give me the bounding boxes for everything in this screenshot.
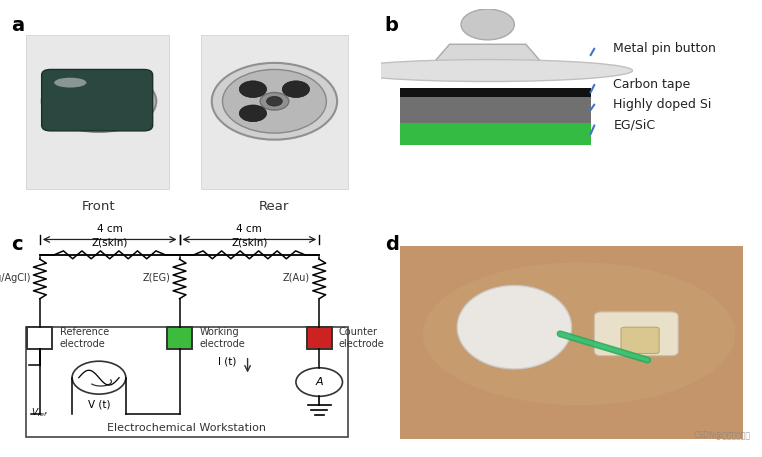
Text: A: A (315, 377, 323, 387)
Text: b: b (385, 16, 399, 35)
Ellipse shape (457, 286, 572, 369)
Bar (400, 88, 591, 97)
Bar (306, 327, 331, 349)
Text: c: c (11, 235, 23, 254)
Text: Rear: Rear (259, 200, 290, 213)
Text: 4 cm: 4 cm (236, 224, 262, 234)
FancyBboxPatch shape (400, 246, 743, 439)
Text: Reference
electrode: Reference electrode (59, 327, 109, 349)
FancyBboxPatch shape (26, 327, 347, 437)
Circle shape (239, 105, 267, 122)
FancyBboxPatch shape (42, 69, 152, 131)
Text: $V_{ref}$: $V_{ref}$ (31, 407, 49, 419)
Text: Carbon tape: Carbon tape (613, 78, 690, 91)
Ellipse shape (423, 262, 735, 405)
Text: 4 cm: 4 cm (97, 224, 123, 234)
Text: Highly doped Si: Highly doped Si (613, 98, 712, 111)
Text: Z(Ag/AgCl): Z(Ag/AgCl) (0, 273, 31, 283)
Text: Front: Front (82, 200, 116, 213)
Bar (27, 327, 53, 349)
Bar (400, 97, 591, 123)
Circle shape (223, 69, 326, 133)
FancyBboxPatch shape (201, 36, 347, 189)
Ellipse shape (42, 70, 156, 132)
Circle shape (260, 92, 289, 110)
Text: EG/SiC: EG/SiC (613, 119, 655, 132)
Circle shape (282, 81, 309, 97)
Circle shape (72, 361, 126, 394)
Text: d: d (385, 235, 399, 254)
FancyBboxPatch shape (594, 312, 678, 356)
Circle shape (296, 368, 342, 396)
FancyBboxPatch shape (26, 36, 169, 189)
Text: I (t): I (t) (219, 356, 237, 366)
Text: a: a (11, 16, 24, 35)
Text: Z(skin): Z(skin) (231, 237, 267, 247)
Text: Metal pin button: Metal pin button (613, 42, 716, 55)
Circle shape (239, 81, 267, 97)
Circle shape (267, 96, 282, 106)
Ellipse shape (461, 9, 514, 40)
Text: Z(skin): Z(skin) (91, 237, 128, 247)
Circle shape (212, 63, 337, 140)
Ellipse shape (54, 78, 86, 88)
Bar (400, 123, 591, 145)
Text: Counter
electrode: Counter electrode (339, 327, 385, 349)
FancyBboxPatch shape (621, 327, 659, 354)
Ellipse shape (343, 59, 632, 81)
Text: Z(Au): Z(Au) (283, 273, 310, 283)
Text: CSDN@脑机接口社区: CSDN@脑机接口社区 (693, 430, 751, 439)
Text: V (t): V (t) (88, 399, 110, 409)
Text: Working
electrode: Working electrode (199, 327, 245, 349)
Text: Z(EG): Z(EG) (142, 273, 171, 283)
Text: Electrochemical Workstation: Electrochemical Workstation (107, 423, 266, 433)
Polygon shape (427, 44, 549, 70)
Bar (167, 327, 192, 349)
